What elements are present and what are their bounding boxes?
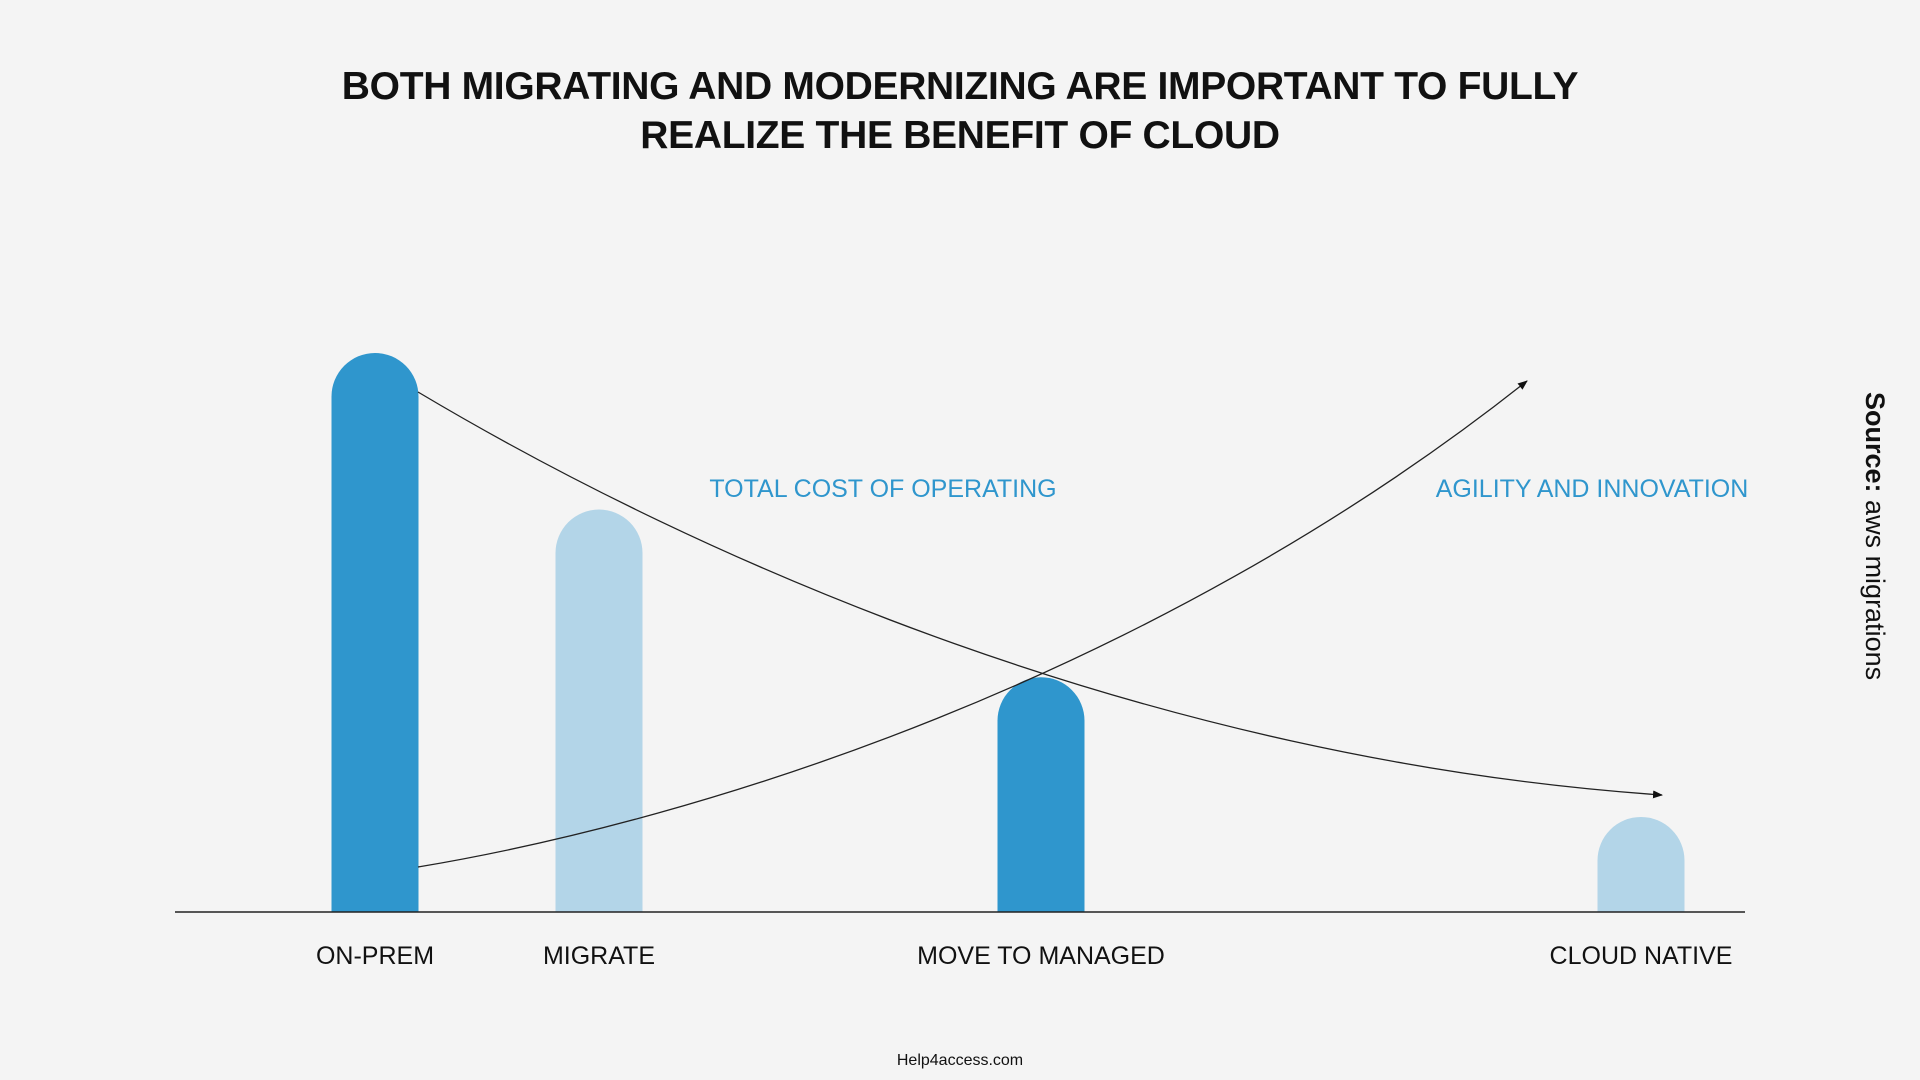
source-value: aws migrations (1860, 500, 1890, 681)
category-label: MOVE TO MANAGED (917, 942, 1165, 970)
category-label: CLOUD NATIVE (1550, 942, 1733, 970)
chart-title: BOTH MIGRATING AND MODERNIZING ARE IMPOR… (260, 62, 1660, 160)
bar (1597, 816, 1685, 912)
bar (331, 353, 419, 912)
source-label: Source: (1860, 392, 1890, 493)
bar (997, 677, 1085, 912)
category-label: MIGRATE (543, 942, 655, 970)
chart-title-line-2: REALIZE THE BENEFIT OF CLOUD (640, 114, 1280, 157)
curve-annotation: TOTAL COST OF OPERATING (709, 475, 1056, 503)
bar (555, 509, 643, 912)
curve-annotation: AGILITY AND INNOVATION (1436, 475, 1749, 503)
footer-site: Help4access.com (896, 1052, 1024, 1069)
chart-title-line-1: BOTH MIGRATING AND MODERNIZING ARE IMPOR… (341, 65, 1579, 108)
category-label: ON-PREM (316, 942, 434, 970)
source-note: Source: aws migrations (1859, 392, 1890, 680)
agility-curve (417, 380, 1528, 868)
total-cost-curve (417, 391, 1663, 799)
